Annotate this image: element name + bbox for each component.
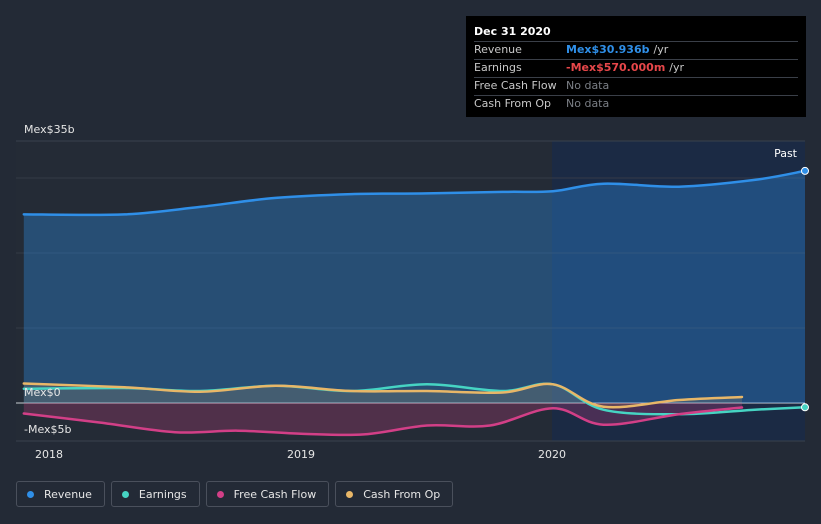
free-cash-flow-line xyxy=(22,406,744,437)
cash-from-op-area xyxy=(23,383,743,408)
legend-item-cash-from-op[interactable]: Cash From Op xyxy=(335,481,454,507)
cash-from-op-line xyxy=(22,382,744,409)
tooltip-value: -Mex$570.000m xyxy=(566,61,666,74)
tooltip-value: Mex$30.936b xyxy=(566,43,650,56)
tooltip-row-revenue: Revenue Mex$30.936b /yr xyxy=(474,41,798,58)
y-tick-label-bottom: -Mex$5b xyxy=(24,423,72,436)
revenue-line xyxy=(22,169,807,217)
y-axis-labels: Mex$35b Mex$0 -Mex$5b xyxy=(24,123,75,436)
tooltip-date: Dec 31 2020 xyxy=(474,25,551,38)
legend-item-earnings[interactable]: Earnings xyxy=(110,481,200,507)
revenue-dot-icon xyxy=(27,490,34,498)
end-markers xyxy=(801,166,809,412)
series-lines xyxy=(22,169,807,437)
x-axis-labels: 2018 2019 2020 xyxy=(35,448,566,461)
x-tick-label-2018: 2018 xyxy=(35,448,63,461)
tooltip-row-cash-from-op: Cash From Op No data xyxy=(474,95,798,112)
chart-legend: Revenue Earnings Free Cash Flow Cash Fro… xyxy=(16,481,454,507)
free-cash-flow-dot-icon xyxy=(216,490,224,498)
tooltip-row-earnings: Earnings -Mex$570.000m /yr xyxy=(474,59,798,76)
y-tick-label-zero: Mex$0 xyxy=(24,386,61,399)
data-tooltip: Dec 31 2020 Revenue Mex$30.936b /yr Earn… xyxy=(466,16,806,117)
earnings-end-marker xyxy=(801,403,809,412)
revenue-end-marker xyxy=(801,166,809,175)
earnings-dot-icon xyxy=(121,490,129,498)
tooltip-value: No data xyxy=(566,79,610,92)
tooltip-value: No data xyxy=(566,97,610,110)
tooltip-label: Cash From Op xyxy=(474,97,552,110)
y-tick-label-top: Mex$35b xyxy=(24,123,75,136)
tooltip-label: Free Cash Flow xyxy=(474,79,557,92)
cash-from-op-dot-icon xyxy=(346,490,354,498)
revenue-area xyxy=(23,170,806,403)
legend-label: Cash From Op xyxy=(363,487,441,501)
past-label: Past xyxy=(774,147,798,160)
x-tick-label-2020: 2020 xyxy=(538,448,566,461)
series-areas xyxy=(23,170,806,435)
chart-canvas: Mex$35b Mex$0 -Mex$5b 2018 2019 2020 Pas… xyxy=(16,123,809,461)
tooltip-unit: /yr xyxy=(669,61,685,74)
legend-label: Revenue xyxy=(44,487,92,501)
legend-item-free-cash-flow[interactable]: Free Cash Flow xyxy=(205,481,330,507)
legend-label: Free Cash Flow xyxy=(233,487,317,501)
tooltip-label: Earnings xyxy=(474,61,522,74)
tooltip-label: Revenue xyxy=(474,43,522,56)
x-tick-label-2019: 2019 xyxy=(287,448,315,461)
legend-item-revenue[interactable]: Revenue xyxy=(16,481,105,507)
past-region-highlight xyxy=(552,141,805,441)
tooltip-row-free-cash-flow: Free Cash Flow No data xyxy=(474,77,798,94)
free-cash-flow-area xyxy=(23,403,743,435)
grid-lines xyxy=(16,140,805,442)
legend-label: Earnings xyxy=(138,487,187,501)
tooltip-unit: /yr xyxy=(653,43,669,56)
